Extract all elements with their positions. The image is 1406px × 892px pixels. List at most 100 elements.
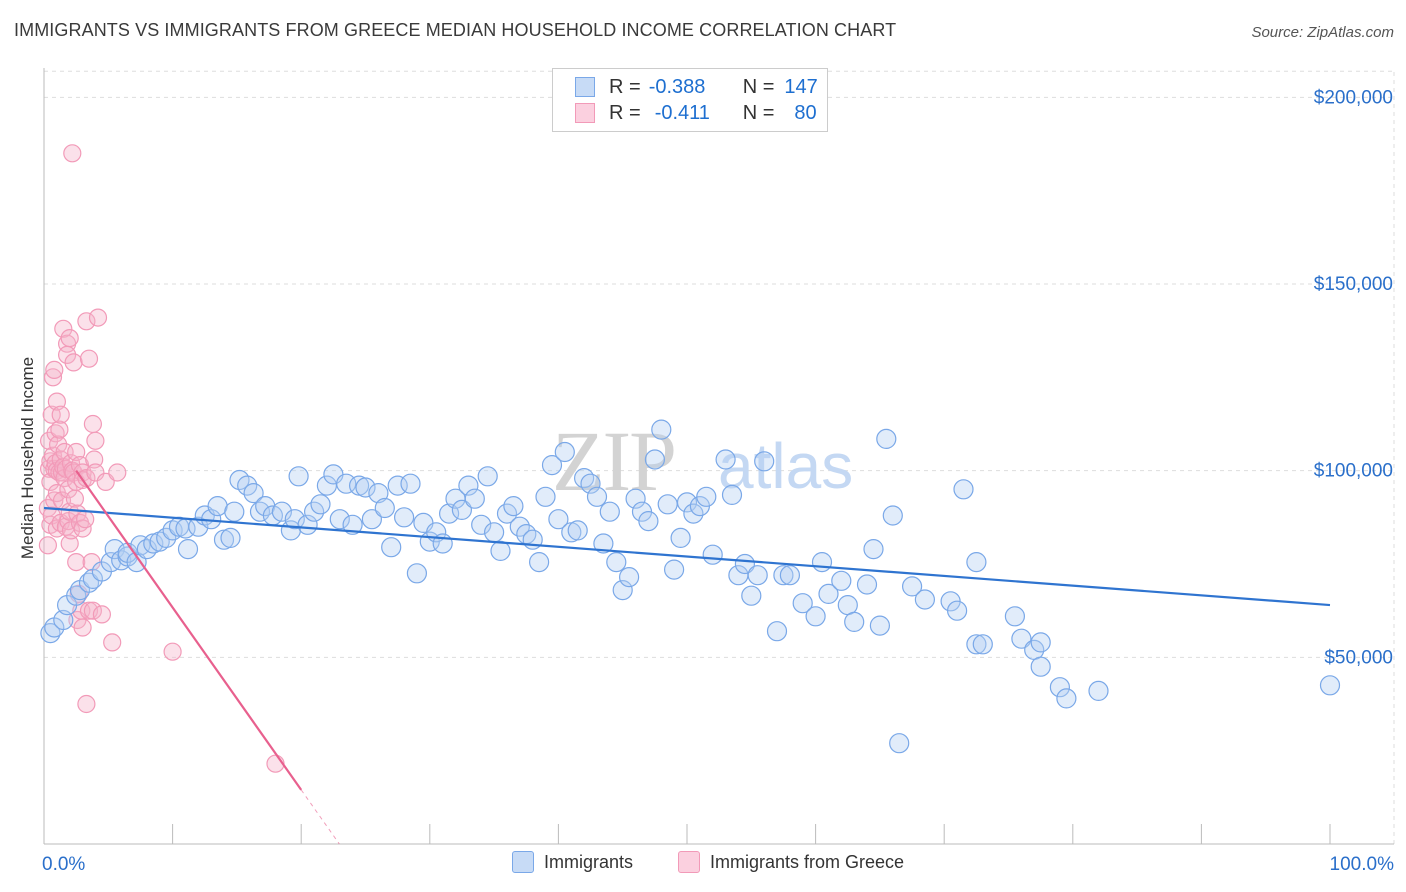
data-point bbox=[593, 533, 614, 554]
legend-n-label: N = bbox=[742, 101, 775, 124]
data-point bbox=[612, 579, 633, 601]
data-point bbox=[53, 609, 74, 631]
data-point bbox=[40, 622, 61, 644]
x-tick-label-max: 100.0% bbox=[1330, 854, 1395, 875]
data-point bbox=[721, 484, 743, 505]
data-point bbox=[901, 576, 923, 597]
data-point bbox=[163, 642, 182, 661]
data-point bbox=[548, 509, 569, 530]
data-point bbox=[43, 368, 63, 387]
data-point bbox=[972, 634, 993, 655]
data-point bbox=[1004, 606, 1026, 627]
data-point bbox=[136, 538, 157, 560]
data-point bbox=[77, 694, 96, 714]
legend-r-label: R = bbox=[609, 75, 641, 98]
data-point bbox=[966, 551, 987, 573]
data-point bbox=[406, 563, 427, 584]
data-point bbox=[754, 451, 775, 472]
y-tick-label: $150,000 bbox=[1314, 274, 1393, 295]
data-point bbox=[766, 621, 788, 642]
data-point bbox=[573, 468, 595, 489]
data-point bbox=[696, 486, 717, 507]
legend-r-label: R = bbox=[609, 101, 641, 124]
data-point bbox=[1049, 677, 1071, 698]
data-point bbox=[188, 516, 209, 537]
data-point bbox=[535, 486, 556, 507]
data-point bbox=[73, 618, 92, 637]
data-point bbox=[342, 514, 363, 535]
y-tick-label: $200,000 bbox=[1314, 87, 1393, 108]
data-point bbox=[162, 520, 183, 541]
data-point bbox=[103, 633, 122, 652]
data-point bbox=[104, 538, 125, 560]
data-point bbox=[657, 494, 678, 515]
data-point bbox=[638, 510, 659, 532]
x-tick-labels: 0.0% 100.0% bbox=[42, 854, 1394, 875]
data-point bbox=[484, 522, 505, 543]
data-point bbox=[856, 574, 878, 595]
legend-swatch-blue bbox=[575, 77, 595, 97]
data-point bbox=[59, 480, 78, 499]
data-point bbox=[394, 507, 415, 528]
data-point bbox=[734, 553, 756, 575]
y-tick-labels: $50,000 $100,000 $150,000 $200,000 bbox=[1314, 87, 1393, 668]
data-point bbox=[63, 144, 82, 163]
data-point bbox=[76, 510, 95, 529]
data-point bbox=[1030, 632, 1051, 653]
legend-n-label: N = bbox=[742, 75, 775, 98]
data-point bbox=[83, 601, 103, 620]
data-point bbox=[869, 615, 891, 636]
data-point bbox=[51, 405, 70, 424]
data-point bbox=[663, 559, 685, 580]
x-tick-label-min: 0.0% bbox=[42, 854, 85, 875]
legend-row-immigrants: R = -0.388 N = 147 bbox=[575, 75, 818, 99]
data-point bbox=[818, 583, 839, 605]
data-point bbox=[381, 537, 402, 558]
data-point bbox=[297, 514, 318, 535]
data-point bbox=[477, 466, 498, 487]
data-point bbox=[831, 570, 852, 591]
data-point bbox=[1056, 688, 1077, 709]
data-point bbox=[554, 441, 575, 463]
data-point bbox=[644, 449, 666, 470]
data-point bbox=[458, 475, 479, 496]
bottom-legend-greece: Immigrants from Greece bbox=[678, 851, 904, 873]
data-point bbox=[271, 501, 292, 522]
data-point bbox=[863, 538, 884, 560]
data-point bbox=[329, 509, 350, 530]
y-tick-label: $50,000 bbox=[1324, 647, 1393, 668]
data-point bbox=[541, 455, 563, 476]
data-point bbox=[490, 540, 511, 562]
data-point bbox=[747, 565, 768, 586]
data-point bbox=[38, 536, 58, 555]
data-point bbox=[876, 428, 897, 449]
trend-lines bbox=[43, 470, 1331, 845]
data-point bbox=[439, 503, 460, 524]
legend-r-value: -0.388 bbox=[648, 75, 706, 98]
data-point bbox=[85, 450, 104, 469]
y-tick-label: $100,000 bbox=[1314, 461, 1393, 482]
greece-points bbox=[38, 144, 285, 773]
legend-row-greece: R = -0.411 N = 80 bbox=[575, 101, 817, 125]
data-point bbox=[464, 488, 485, 509]
data-point bbox=[45, 360, 64, 379]
greece-trend-line bbox=[75, 470, 303, 791]
data-point bbox=[946, 600, 968, 621]
data-point bbox=[599, 501, 620, 522]
bottom-legend-immigrants: Immigrants bbox=[512, 851, 633, 873]
data-point bbox=[60, 534, 79, 553]
legend-n-value: 147 bbox=[784, 75, 818, 98]
data-point bbox=[336, 473, 357, 494]
data-point bbox=[288, 466, 309, 487]
data-point bbox=[451, 499, 472, 520]
data-point bbox=[1319, 675, 1341, 696]
data-point bbox=[400, 473, 421, 494]
bottom-legend-swatch-blue bbox=[512, 851, 534, 873]
data-point bbox=[310, 494, 331, 515]
data-point bbox=[625, 488, 646, 509]
immigrants-trend-line bbox=[43, 506, 1331, 607]
data-point bbox=[953, 479, 974, 500]
data-point bbox=[177, 538, 199, 560]
data-point bbox=[67, 552, 86, 572]
